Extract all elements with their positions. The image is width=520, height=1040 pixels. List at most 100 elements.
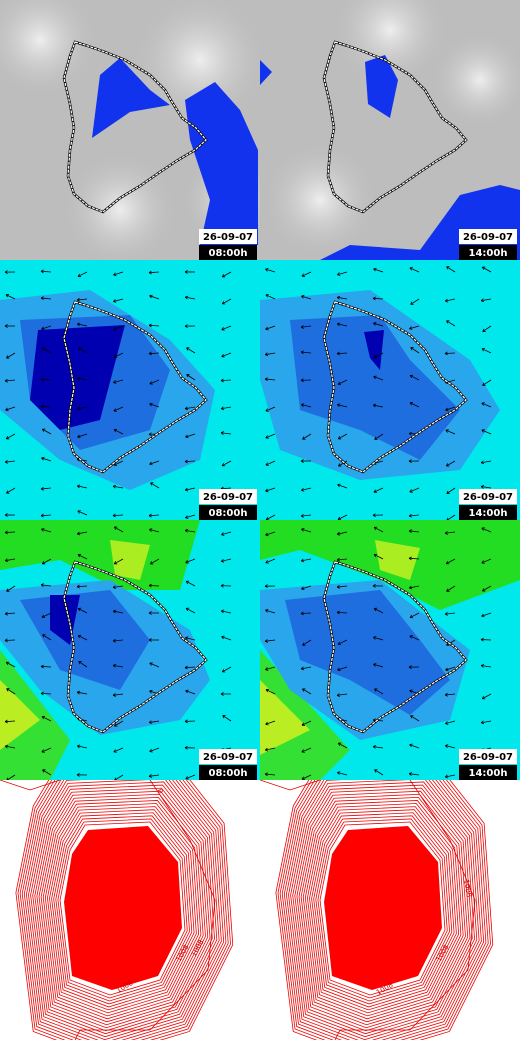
map-panel: 26-09-07 14:00h <box>260 520 520 780</box>
map-panel: 26-09-07 08:00h <box>0 520 260 780</box>
wind-arrow-head <box>148 323 152 328</box>
wind-arrow-head <box>265 609 269 613</box>
wind-arrow-head <box>184 295 189 300</box>
date-box <box>459 749 517 764</box>
wind-arrow <box>372 297 384 300</box>
wind-arrow <box>41 716 52 722</box>
wind-arrow <box>265 773 276 776</box>
wind-arrow <box>40 666 52 668</box>
wind-arrow <box>148 324 160 327</box>
wind-arrow-head <box>337 272 341 276</box>
wind-arrow <box>482 379 492 386</box>
date-label: 26-09-07 <box>463 232 513 243</box>
green <box>260 650 350 780</box>
wind-arrow-head <box>445 463 450 467</box>
wind-arrow <box>185 774 196 780</box>
time-label: 08:00h <box>209 768 248 779</box>
wind-arrow-head <box>113 299 117 303</box>
wind-arrow-head <box>148 270 152 275</box>
wind-arrow-head <box>300 666 305 671</box>
wind-arrow-head <box>184 324 188 329</box>
wind-arrow-head <box>265 560 269 564</box>
wind-arrow <box>265 747 276 751</box>
wind-arrow <box>113 693 124 696</box>
wind-arrow <box>113 460 124 466</box>
wind-arrow-head <box>77 634 82 639</box>
wind-arrow-head <box>444 774 449 779</box>
isobar <box>283 780 485 1040</box>
wind-arrow <box>481 665 492 668</box>
wind-arrow-head <box>221 301 226 305</box>
wind-arrow <box>221 325 232 331</box>
wind-arrow-head <box>4 611 8 616</box>
wind-arrow-head <box>444 351 448 356</box>
wind-arrow-head <box>480 460 485 465</box>
date-label: 26-09-07 <box>203 492 253 503</box>
wind-arrow-head <box>444 611 448 616</box>
wind-arrow-head <box>4 558 9 563</box>
wind-arrow <box>410 715 420 722</box>
wind-arrow <box>222 666 232 673</box>
wind-arrow <box>265 666 276 671</box>
wind-arrow-head <box>337 483 341 488</box>
time-label: 14:00h <box>469 508 508 519</box>
wind-arrow-head <box>481 402 485 406</box>
wind-arrow-head <box>265 267 269 272</box>
wind-arrow-head <box>41 456 45 461</box>
wind-arrow <box>481 527 492 533</box>
wind-arrow-head <box>373 489 377 493</box>
wind-arrow-head <box>185 560 189 564</box>
wind-arrow <box>445 406 456 411</box>
isobar-label: 1008 <box>462 879 473 898</box>
wind-arrow-head <box>149 561 154 565</box>
wind-arrow <box>481 298 492 302</box>
wind-arrow-head <box>149 689 153 694</box>
wind-arrow-head <box>408 529 412 533</box>
isobar <box>34 784 213 1032</box>
wind-arrow <box>337 404 348 408</box>
date-label: 26-09-07 <box>463 752 513 763</box>
green <box>0 520 200 590</box>
isobar <box>288 780 480 1040</box>
date-label: 26-09-07 <box>203 752 253 763</box>
wind-arrow-head <box>184 719 188 724</box>
wind-arrow <box>185 690 196 695</box>
wind-arrow <box>265 558 276 564</box>
wind-arrow-head <box>5 407 9 412</box>
isobar <box>38 790 209 1026</box>
wind-arrow-head <box>113 408 117 412</box>
wind-arrow <box>265 720 276 725</box>
date-box <box>459 489 517 504</box>
wind-arrow <box>445 531 456 534</box>
wind-arrow-head <box>185 689 189 694</box>
wind-arrow <box>409 325 420 330</box>
wind-arrow-head <box>372 513 376 518</box>
wind-arrow <box>410 347 420 354</box>
wind-arrow-head <box>4 744 9 749</box>
wind-arrow-head <box>445 407 449 412</box>
wind-arrow-head <box>373 636 377 640</box>
wind-arrow-head <box>373 375 377 380</box>
wind-arrow <box>184 460 196 462</box>
wind-arrow-head <box>264 377 268 382</box>
wind-arrow <box>185 406 196 410</box>
wind-arrow <box>113 639 124 642</box>
wind-arrow-head <box>264 747 269 752</box>
wind-arrow-head <box>302 642 306 646</box>
wind-arrow-head <box>114 777 118 780</box>
wind-arrow <box>113 406 124 412</box>
isobar <box>25 780 222 1040</box>
wind-arrow <box>373 487 384 493</box>
wind-arrow-head <box>4 638 8 643</box>
wind-arrow <box>265 460 276 466</box>
wind-arrow <box>445 666 456 671</box>
wind-arrow-head <box>301 586 305 591</box>
wind-arrow-head <box>300 611 304 616</box>
wind-arrow <box>42 634 52 641</box>
wind-arrow-head <box>76 690 81 695</box>
wind-arrow-head <box>336 322 341 327</box>
isobar <box>30 780 218 1038</box>
wind-arrow-head <box>4 324 8 328</box>
wind-arrow <box>41 612 52 618</box>
wind-arrow-head <box>481 266 486 270</box>
